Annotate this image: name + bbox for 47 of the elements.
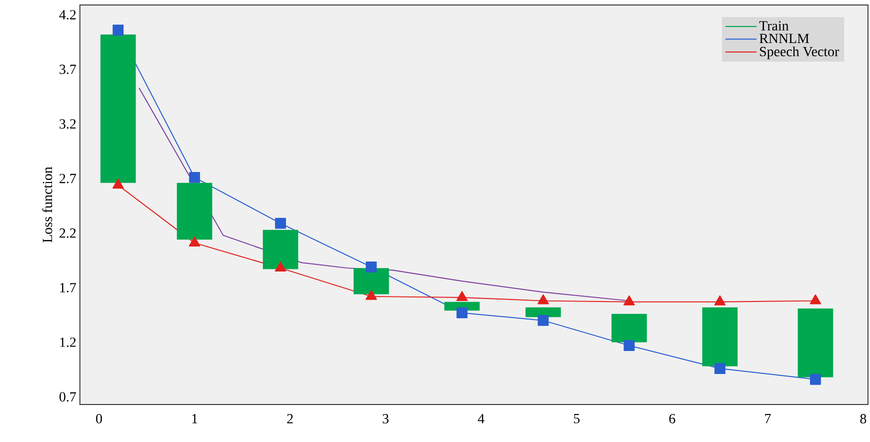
point <box>189 172 200 183</box>
bar <box>702 307 738 366</box>
y-tick-label: 2.2 <box>60 228 76 238</box>
point <box>810 374 821 385</box>
point <box>112 178 124 188</box>
x-tick-label: 7 <box>765 414 771 423</box>
y-tick-label: 1.2 <box>60 337 76 347</box>
point <box>275 218 286 229</box>
point <box>112 24 124 36</box>
bar <box>262 230 298 269</box>
point <box>714 362 726 374</box>
point <box>188 236 200 246</box>
point <box>624 340 635 351</box>
legend-label: Train <box>759 20 789 30</box>
x-tick-label: 4 <box>478 414 484 423</box>
bar <box>176 182 212 240</box>
point <box>366 290 377 300</box>
point <box>714 295 726 306</box>
bar <box>798 308 834 377</box>
point <box>366 261 377 272</box>
y-tick-label: 3.2 <box>60 119 76 128</box>
y-axis-title: Loss function <box>42 166 52 242</box>
x-tick-label: 2 <box>287 414 293 424</box>
bar <box>100 34 136 183</box>
y-tick-label: 1.7 <box>60 282 76 292</box>
y-tick-label: 4.2 <box>59 10 76 20</box>
point <box>624 295 635 306</box>
point <box>456 307 468 318</box>
point <box>810 294 822 304</box>
bar <box>526 307 561 317</box>
point <box>456 290 468 301</box>
bar <box>354 268 389 294</box>
point <box>538 294 549 304</box>
x-tick-label: 1 <box>192 414 198 423</box>
y-tick-label: 3.7 <box>60 64 76 74</box>
legend-label: RNNLM <box>760 34 810 43</box>
point <box>274 261 286 272</box>
bar <box>612 314 647 342</box>
x-tick-label: 0 <box>96 414 102 424</box>
y-tick-label: 2.7 <box>60 174 76 184</box>
legend-label: Speech Vector <box>760 46 840 59</box>
x-tick-label: 8 <box>860 414 866 424</box>
y-tick-label: 0.7 <box>60 392 76 402</box>
x-tick-label: 5 <box>574 414 580 424</box>
x-tick-label: 6 <box>669 414 676 424</box>
x-tick-label: 3 <box>382 414 389 424</box>
point <box>538 314 549 326</box>
